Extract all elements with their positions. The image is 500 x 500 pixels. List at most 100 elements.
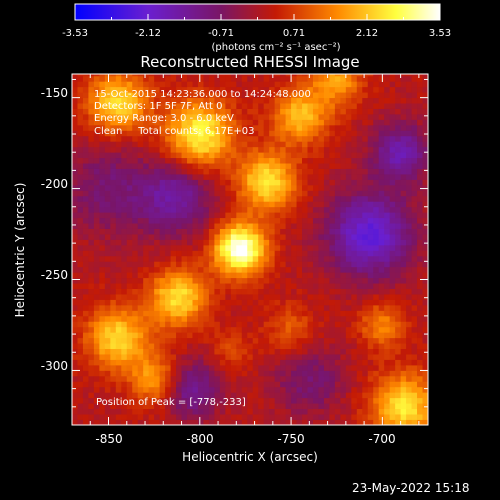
heatmap-cell — [373, 332, 380, 339]
heatmap-cell — [236, 223, 243, 229]
heatmap-cell — [389, 294, 396, 300]
heatmap-cell — [104, 370, 111, 377]
heatmap-cell — [378, 408, 385, 415]
heatmap-cell — [312, 266, 319, 273]
heatmap-cell — [159, 310, 166, 317]
heatmap-cell — [115, 130, 122, 137]
heatmap-cell — [192, 190, 199, 197]
heatmap-cell — [389, 103, 396, 109]
heatmap-cell — [192, 299, 199, 306]
heatmap-cell — [88, 190, 95, 197]
heatmap-cell — [72, 92, 78, 99]
heatmap-cell — [302, 332, 308, 339]
heatmap-cell — [236, 321, 243, 328]
heatmap-cell — [219, 130, 226, 137]
heatmap-cell — [280, 86, 286, 93]
heatmap-cell — [351, 370, 358, 377]
heatmap-cell — [318, 81, 325, 88]
heatmap-cell — [247, 234, 254, 240]
heatmap-cell — [225, 179, 232, 186]
heatmap-cell — [121, 403, 128, 410]
heatmap-cell — [77, 288, 84, 295]
heatmap-cell — [378, 354, 385, 360]
heatmap-cell — [77, 179, 84, 186]
heatmap-cell — [329, 74, 336, 77]
heatmap-cell — [329, 217, 336, 224]
heatmap-cell — [417, 386, 423, 393]
heatmap-cell — [285, 310, 292, 317]
heatmap-cell — [302, 419, 308, 425]
heatmap-cell — [406, 386, 412, 393]
heatmap-cell — [230, 135, 237, 142]
heatmap-cell — [340, 195, 347, 202]
heatmap-cell — [285, 206, 292, 213]
heatmap-cell — [378, 206, 385, 213]
heatmap-cell — [77, 261, 84, 268]
heatmap-cell — [312, 152, 319, 159]
heatmap-cell — [203, 81, 210, 88]
heatmap-cell — [82, 157, 89, 164]
heatmap-cell — [159, 141, 166, 148]
heatmap-cell — [351, 403, 358, 410]
heatmap-cell — [225, 152, 232, 159]
heatmap-cell — [302, 364, 308, 371]
heatmap-cell — [274, 195, 281, 202]
heatmap-cell — [203, 75, 210, 82]
heatmap-cell — [329, 326, 336, 333]
heatmap-cell — [197, 397, 204, 404]
heatmap-cell — [318, 277, 325, 284]
heatmap-cell — [230, 299, 237, 306]
heatmap-cell — [252, 315, 259, 322]
heatmap-cell — [351, 294, 358, 300]
heatmap-cell — [329, 321, 336, 328]
heatmap-cell — [72, 174, 78, 180]
heatmap-cell — [252, 168, 259, 175]
heatmap-cell — [148, 206, 155, 213]
heatmap-cell — [280, 124, 286, 131]
heatmap-cell — [296, 119, 303, 126]
heatmap-cell — [395, 304, 402, 311]
heatmap-cell — [373, 343, 380, 350]
heatmap-cell — [176, 359, 182, 366]
heatmap-cell — [176, 310, 182, 317]
heatmap-cell — [373, 190, 380, 197]
heatmap-cell — [72, 74, 78, 77]
heatmap-cell — [307, 381, 314, 388]
heatmap-cell — [115, 195, 122, 202]
heatmap-cell — [269, 179, 276, 186]
heatmap-cell — [291, 179, 297, 186]
heatmap-cell — [165, 141, 171, 148]
heatmap-cell — [373, 244, 380, 251]
heatmap-cell — [422, 354, 428, 360]
heatmap-cell — [143, 277, 150, 284]
heatmap-cell — [170, 408, 177, 415]
heatmap-cell — [165, 326, 171, 333]
heatmap-cell — [389, 348, 396, 355]
heatmap-cell — [132, 277, 139, 284]
heatmap-cell — [203, 141, 210, 148]
heatmap-cell — [247, 321, 254, 328]
heatmap-cell — [181, 326, 188, 333]
heatmap-cell — [406, 375, 412, 382]
heatmap-cell — [115, 152, 122, 159]
heatmap-cell — [291, 108, 297, 115]
heatmap-cell — [159, 163, 166, 169]
heatmap-cell — [230, 392, 237, 399]
heatmap-cell — [82, 141, 89, 148]
heatmap-cell — [121, 190, 128, 197]
heatmap-cell — [389, 408, 396, 415]
heatmap-cell — [384, 392, 391, 399]
heatmap-cell — [219, 375, 226, 382]
heatmap-cell — [395, 97, 402, 104]
heatmap-cell — [362, 364, 369, 371]
heatmap-cell — [362, 223, 369, 229]
heatmap-cell — [362, 244, 369, 251]
heatmap-cell — [307, 92, 314, 99]
heatmap-cell — [367, 315, 374, 322]
heatmap-cell — [77, 375, 84, 382]
heatmap-cell — [302, 195, 308, 202]
colorbar-tick-label: 3.53 — [429, 28, 451, 39]
heatmap-cell — [274, 397, 281, 404]
heatmap-cell — [159, 119, 166, 126]
heatmap-cell — [126, 326, 133, 333]
